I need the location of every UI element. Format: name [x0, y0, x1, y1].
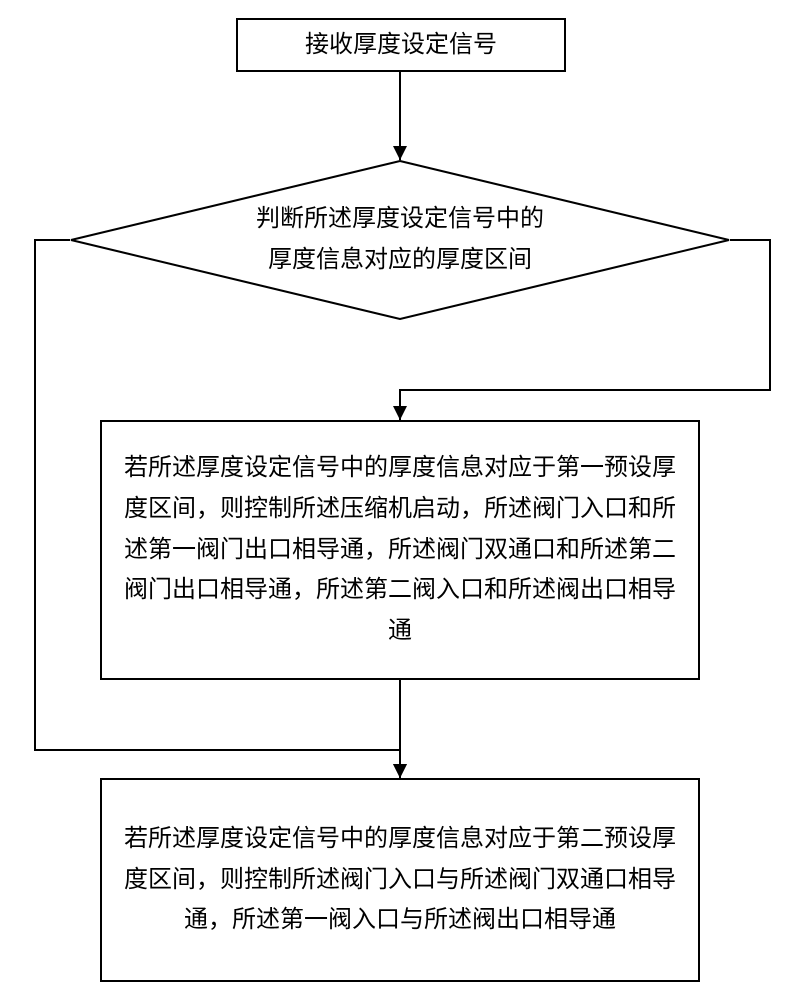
- flow-node-decision: 判断所述厚度设定信号中的 厚度信息对应的厚度区间: [70, 160, 730, 320]
- flow-node-process-2-text: 若所述厚度设定信号中的厚度信息对应于第二预设厚度区间，则控制所述阀门入口与所述阀…: [120, 819, 680, 941]
- flow-node-process-2: 若所述厚度设定信号中的厚度信息对应于第二预设厚度区间，则控制所述阀门入口与所述阀…: [100, 778, 700, 982]
- flow-node-process-1-text: 若所述厚度设定信号中的厚度信息对应于第一预设厚度区间，则控制所述压缩机启动，所述…: [120, 448, 680, 652]
- flow-node-start: 接收厚度设定信号: [236, 18, 566, 72]
- flow-node-decision-text: 判断所述厚度设定信号中的 厚度信息对应的厚度区间: [70, 160, 730, 320]
- flow-node-process-1: 若所述厚度设定信号中的厚度信息对应于第一预设厚度区间，则控制所述压缩机启动，所述…: [100, 420, 700, 680]
- flow-node-start-text: 接收厚度设定信号: [305, 25, 497, 66]
